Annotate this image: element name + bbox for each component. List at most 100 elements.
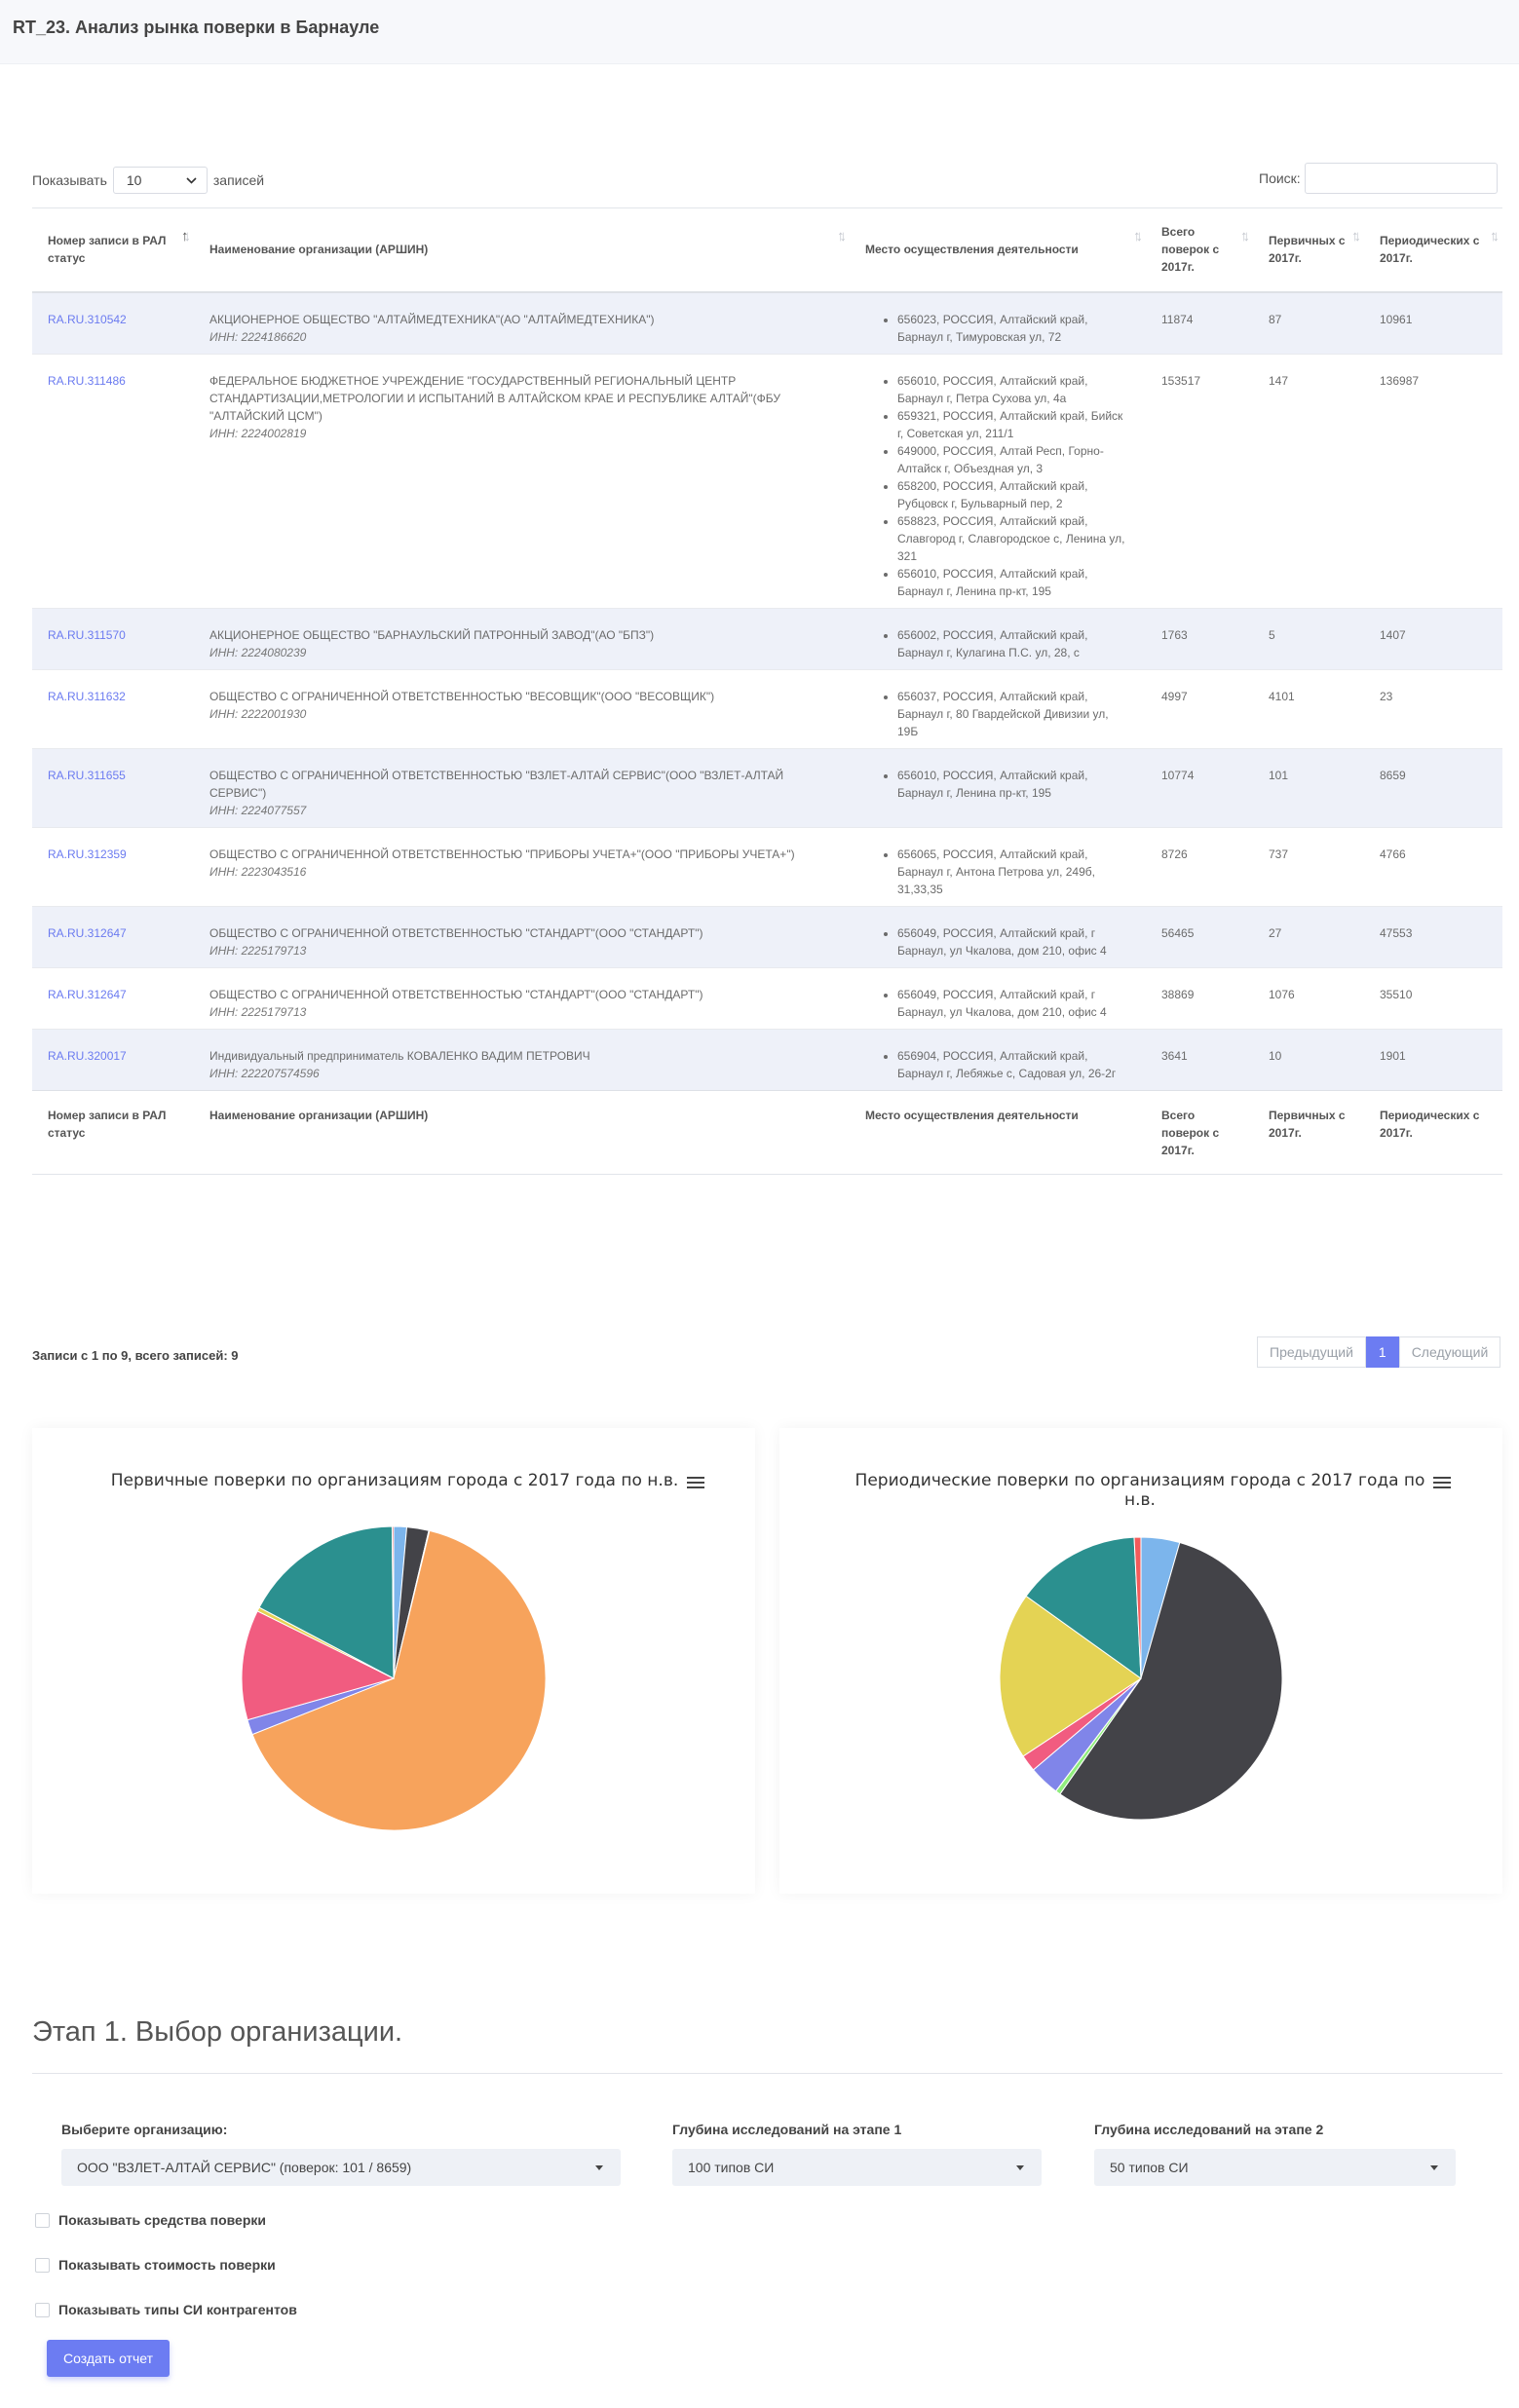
- address-cell: 656065, РОССИЯ, Алтайский край, Барнаул …: [850, 827, 1146, 906]
- pie-slice[interactable]: [1025, 1536, 1142, 1680]
- pie-slice[interactable]: [1059, 1541, 1283, 1821]
- depth2-select[interactable]: 50 типов СИ: [1094, 2149, 1456, 2186]
- total-cell: 3641: [1161, 1048, 1188, 1063]
- table-info: Записи с 1 по 9, всего записей: 9: [32, 1348, 239, 1363]
- col-header[interactable]: Первичных с 2017г. ↑↓: [1253, 207, 1364, 293]
- org-cell: ОБЩЕСТВО С ОГРАНИЧЕННОЙ ОТВЕТСТВЕННОСТЬЮ…: [194, 967, 850, 1029]
- create-report-button[interactable]: Создать отчет: [47, 2340, 170, 2377]
- address-item: 656023, РОССИЯ, Алтайский край, Барнаул …: [897, 311, 1130, 346]
- caret-down-icon: [1430, 2164, 1438, 2170]
- search-input[interactable]: [1304, 163, 1498, 194]
- periodic-cell: 23: [1380, 689, 1393, 703]
- depth1-select[interactable]: 100 типов СИ: [672, 2149, 1042, 2186]
- address-item: 656010, РОССИЯ, Алтайский край, Барнаул …: [897, 565, 1130, 600]
- col-header[interactable]: Наименование организации (АРШИН) ↑↓: [194, 207, 850, 293]
- pie-slice[interactable]: [391, 1525, 395, 1679]
- pie-slice[interactable]: [241, 1610, 396, 1721]
- address-item: 656065, РОССИЯ, Алтайский край, Барнаул …: [897, 846, 1130, 898]
- chart-menu-icon[interactable]: [687, 1477, 704, 1490]
- org-name: ОБЩЕСТВО С ОГРАНИЧЕННОЙ ОТВЕТСТВЕННОСТЬЮ…: [209, 925, 703, 940]
- page-length-select[interactable]: 10: [112, 167, 208, 194]
- show-tools-checkbox[interactable]: Показывать средства поверки: [35, 2212, 266, 2228]
- pie-chart-periodic: [999, 1536, 1283, 1821]
- reg-link[interactable]: RA.RU.320017: [48, 1048, 127, 1063]
- org-name: ОБЩЕСТВО С ОГРАНИЧЕННОЙ ОТВЕТСТВЕННОСТЬЮ…: [209, 768, 784, 800]
- reg-link[interactable]: RA.RU.311570: [48, 627, 126, 642]
- reg-cell: RA.RU.310542: [32, 292, 194, 355]
- reg-cell: RA.RU.311486: [32, 354, 194, 608]
- reg-link[interactable]: RA.RU.311655: [48, 768, 126, 782]
- table-search: Поиск:: [1259, 163, 1498, 194]
- primary-cell: 10: [1269, 1048, 1282, 1063]
- reg-cell: RA.RU.311632: [32, 669, 194, 748]
- org-cell: АКЦИОНЕРНОЕ ОБЩЕСТВО "АЛТАЙМЕДТЕХНИКА"(А…: [194, 292, 850, 355]
- org-name: АКЦИОНЕРНОЕ ОБЩЕСТВО "АЛТАЙМЕДТЕХНИКА"(А…: [209, 312, 655, 326]
- col-footer: Всего поверок с 2017г.: [1146, 1089, 1253, 1175]
- chevron-down-icon: [186, 176, 197, 184]
- pie-slice[interactable]: [999, 1595, 1142, 1757]
- reg-link[interactable]: RA.RU.312647: [48, 987, 127, 1001]
- next-page-button[interactable]: Следующий: [1398, 1336, 1501, 1368]
- reg-link[interactable]: RA.RU.312359: [48, 847, 127, 861]
- checkbox-icon: [35, 2257, 50, 2273]
- depth2-select-value: 50 типов СИ: [1110, 2160, 1189, 2175]
- prev-page-button[interactable]: Предыдущий: [1257, 1336, 1366, 1368]
- address-item: 649000, РОССИЯ, Алтай Респ, Горно-Алтайс…: [897, 442, 1130, 477]
- total-cell: 38869: [1161, 987, 1195, 1001]
- org-name: Индивидуальный предприниматель КОВАЛЕНКО…: [209, 1048, 590, 1063]
- table-length-control: Показывать 10 записей: [32, 167, 264, 194]
- sort-icon: ↑↓: [1490, 228, 1500, 245]
- address-item: 656037, РОССИЯ, Алтайский край, Барнаул …: [897, 688, 1130, 740]
- org-cell: ОБЩЕСТВО С ОГРАНИЧЕННОЙ ОТВЕТСТВЕННОСТЬЮ…: [194, 906, 850, 967]
- org-label: Выберите организацию:: [61, 2122, 228, 2137]
- org-name: ОБЩЕСТВО С ОГРАНИЧЕННОЙ ОТВЕТСТВЕННОСТЬЮ…: [209, 987, 703, 1001]
- periodic-cell: 35510: [1380, 987, 1413, 1001]
- divider: [32, 2073, 1502, 2074]
- org-select[interactable]: ООО "ВЗЛЕТ-АЛТАЙ СЕРВИС" (поверок: 101 /…: [61, 2149, 621, 2186]
- col-header[interactable]: Место осуществления деятельности ↑↓: [850, 207, 1146, 293]
- reg-cell: RA.RU.311655: [32, 748, 194, 827]
- pie-slice[interactable]: [1133, 1536, 1142, 1679]
- stage-title: Этап 1. Выбор организации.: [32, 2016, 403, 2048]
- table-row: RA.RU.312359 ОБЩЕСТВО С ОГРАНИЧЕННОЙ ОТВЕ…: [32, 827, 1502, 906]
- pie-slice[interactable]: [258, 1525, 395, 1679]
- col-footer: Место осуществления деятельности: [850, 1089, 1146, 1175]
- periodic-cell: 47553: [1380, 925, 1413, 940]
- reg-link[interactable]: RA.RU.311632: [48, 689, 126, 703]
- sort-icon: ↑↓: [1240, 228, 1250, 245]
- table-row: RA.RU.311486 ФЕДЕРАЛЬНОЕ БЮДЖЕТНОЕ УЧРЕЖД…: [32, 354, 1502, 608]
- table-row: RA.RU.311632 ОБЩЕСТВО С ОГРАНИЧЕННОЙ ОТВЕ…: [32, 669, 1502, 748]
- org-select-value: ООО "ВЗЛЕТ-АЛТАЙ СЕРВИС" (поверок: 101 /…: [77, 2160, 412, 2175]
- pie-slice[interactable]: [251, 1529, 547, 1831]
- checkbox-label: Показывать стоимость поверки: [58, 2257, 276, 2273]
- reg-link[interactable]: RA.RU.310542: [48, 312, 127, 326]
- col-header[interactable]: Всего поверок с 2017г. ↑↓: [1146, 207, 1253, 293]
- reg-link[interactable]: RA.RU.312647: [48, 925, 127, 940]
- address-cell: 656010, РОССИЯ, Алтайский край, Барнаул …: [850, 354, 1146, 608]
- show-counterparty-types-checkbox[interactable]: Показывать типы СИ контрагентов: [35, 2302, 297, 2317]
- address-cell: 656010, РОССИЯ, Алтайский край, Барнаул …: [850, 748, 1146, 827]
- page-1-button[interactable]: 1: [1365, 1336, 1399, 1368]
- checkbox-icon: [35, 2212, 50, 2228]
- table-row: RA.RU.310542 АКЦИОНЕРНОЕ ОБЩЕСТВО "АЛТАЙМ…: [32, 291, 1502, 355]
- reg-link[interactable]: RA.RU.311486: [48, 373, 126, 388]
- col-footer: Наименование организации (АРШИН): [194, 1089, 850, 1175]
- org-inn: ИНН: 2224186620: [209, 329, 307, 344]
- periodic-cell: 1901: [1380, 1048, 1406, 1063]
- top-bar: RT_23. Анализ рынка поверки в Барнауле: [0, 0, 1519, 64]
- address-item: 656904, РОССИЯ, Алтайский край, Барнаул …: [897, 1047, 1130, 1082]
- primary-cell: 737: [1269, 847, 1289, 861]
- org-inn: ИНН: 2223043516: [209, 864, 307, 879]
- primary-cell: 27: [1269, 925, 1282, 940]
- org-cell: ФЕДЕРАЛЬНОЕ БЮДЖЕТНОЕ УЧРЕЖДЕНИЕ "ГОСУДА…: [194, 354, 850, 608]
- chart-menu-icon[interactable]: [1433, 1477, 1451, 1490]
- col-header[interactable]: Периодических с 2017г. ↑↓: [1364, 207, 1502, 293]
- table-header-row: Номер записи в РАЛ статус ↑↓ Наименование…: [32, 207, 1502, 293]
- show-cost-checkbox[interactable]: Показывать стоимость поверки: [35, 2257, 276, 2273]
- total-cell: 8726: [1161, 847, 1188, 861]
- total-cell: 4997: [1161, 689, 1188, 703]
- col-header[interactable]: Номер записи в РАЛ статус ↑↓: [32, 207, 194, 293]
- org-cell: ОБЩЕСТВО С ОГРАНИЧЕННОЙ ОТВЕТСТВЕННОСТЬЮ…: [194, 827, 850, 906]
- periodic-cell: 10961: [1380, 312, 1413, 326]
- caret-down-icon: [595, 2164, 603, 2170]
